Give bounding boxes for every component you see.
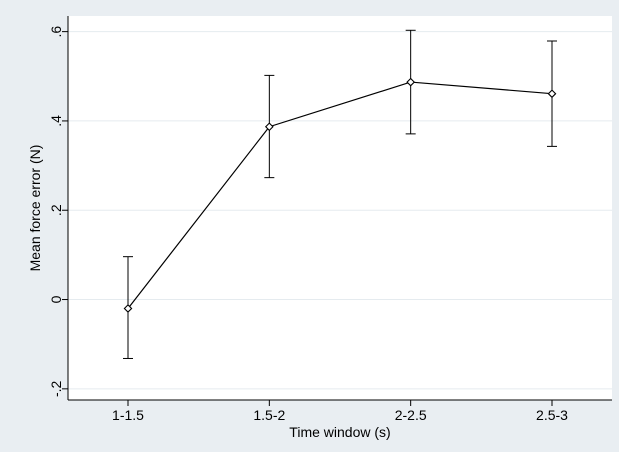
y-tick-label: -.2 xyxy=(48,380,64,397)
x-axis-label: Time window (s) xyxy=(289,424,390,440)
x-tick-label: 2-2.5 xyxy=(395,407,427,423)
gridlines xyxy=(68,31,612,390)
data-point xyxy=(547,89,557,99)
data-point xyxy=(123,304,133,313)
y-axis-ticks: -.2 0 .2 .4 .6 xyxy=(48,26,68,397)
y-tick-label: .6 xyxy=(48,26,64,38)
y-axis-label: Mean force error (N) xyxy=(27,145,43,272)
x-tick-label: 1.5-2 xyxy=(253,407,285,423)
y-tick-label: .4 xyxy=(48,115,64,127)
data-points xyxy=(123,77,557,313)
data-point xyxy=(264,122,274,132)
y-tick-label: 0 xyxy=(48,295,64,303)
y-tick-label: .2 xyxy=(48,204,64,216)
data-point xyxy=(406,77,416,87)
x-tick-label: 1-1.5 xyxy=(112,407,144,423)
series-line xyxy=(127,81,553,309)
x-tick-label: 2.5-3 xyxy=(536,407,568,423)
x-axis-ticks: 1-1.5 1.5-2 2-2.5 2.5-3 xyxy=(112,400,568,423)
plot-area xyxy=(68,16,612,400)
